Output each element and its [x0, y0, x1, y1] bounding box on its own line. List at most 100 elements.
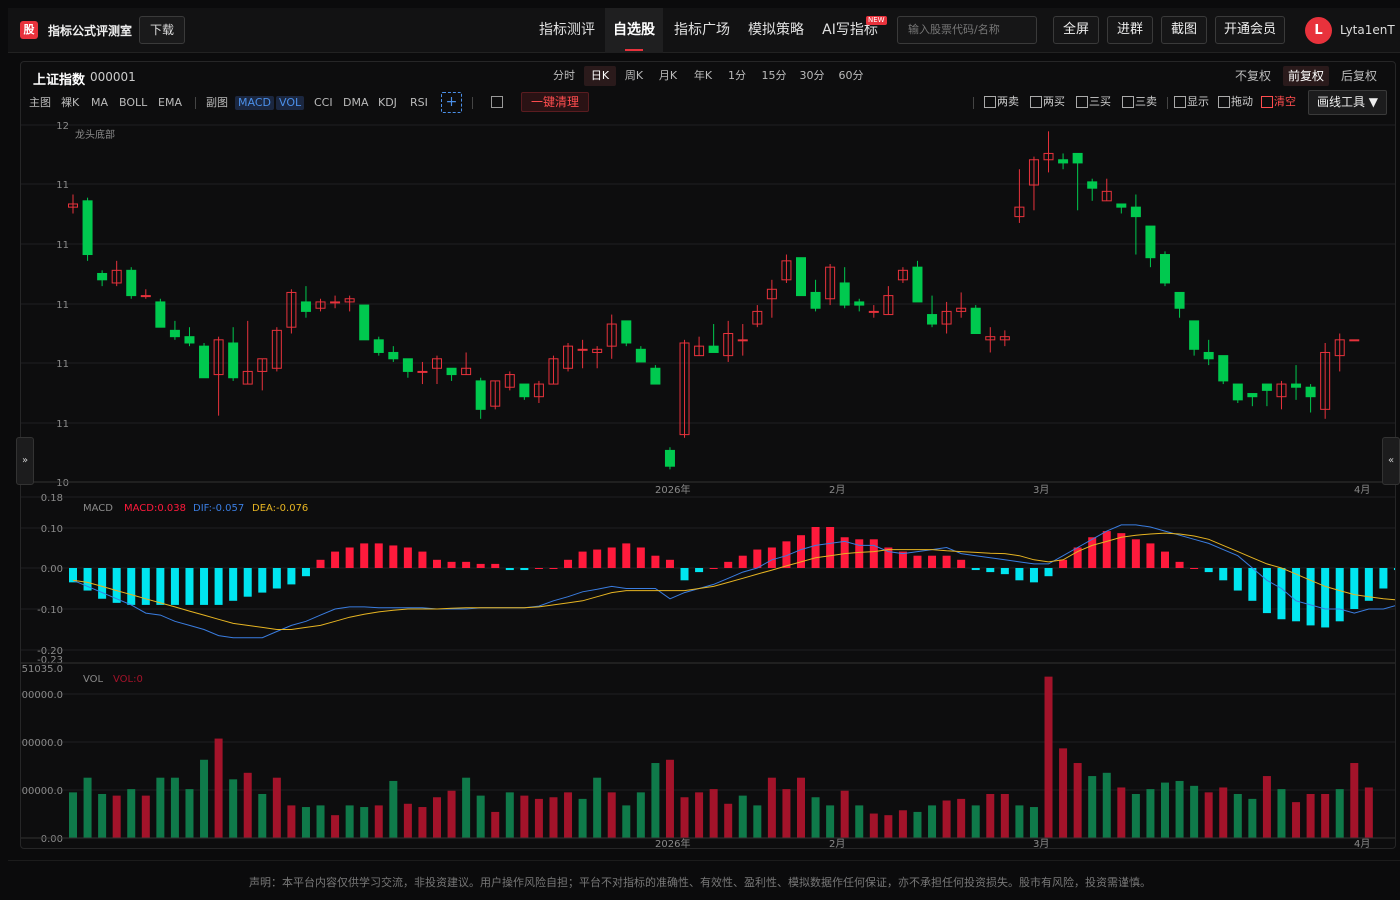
- macd-bar: [680, 568, 689, 581]
- divider: [195, 97, 196, 109]
- add-indicator-button[interactable]: +: [441, 92, 462, 113]
- toggle-three-buy[interactable]: 三买: [1076, 95, 1111, 109]
- period-weekly[interactable]: 周K: [624, 69, 644, 82]
- toggle-drag[interactable]: 拖动: [1218, 95, 1253, 109]
- toggle-two-buy[interactable]: 两买: [1030, 95, 1065, 109]
- candle-body: [1320, 351, 1331, 410]
- membership-button[interactable]: 开通会员: [1215, 16, 1285, 44]
- indicator-ema[interactable]: EMA: [158, 96, 182, 109]
- x-axis-label: 3月: [1033, 838, 1049, 849]
- volume-bar: [928, 805, 937, 838]
- indicator-macd[interactable]: MACD: [235, 96, 274, 110]
- macd-bar: [869, 539, 878, 568]
- candle-body: [650, 367, 661, 385]
- screenshot-button[interactable]: 截图: [1161, 16, 1207, 44]
- macd-bar: [636, 547, 645, 568]
- nav-item-indicator-review[interactable]: 指标测评: [539, 22, 595, 38]
- period-daily[interactable]: 日K: [584, 66, 616, 86]
- macd-bar: [1088, 537, 1097, 568]
- macd-bar: [243, 568, 252, 597]
- nav-item-indicator-square[interactable]: 指标广场: [674, 22, 730, 38]
- macd-bar: [229, 568, 238, 601]
- expand-right-tab[interactable]: «: [1382, 437, 1400, 485]
- volume-bar: [811, 797, 820, 838]
- candle-body: [970, 307, 981, 335]
- period-30min[interactable]: 30分: [799, 69, 825, 82]
- toggle-three-sell[interactable]: 三卖: [1122, 95, 1157, 109]
- candle-body: [461, 367, 472, 376]
- candle-body: [373, 339, 384, 353]
- candle-body: [1189, 320, 1200, 350]
- macd-bar: [986, 568, 995, 573]
- indicator-dma[interactable]: DMA: [343, 96, 369, 109]
- indicator-rsi[interactable]: RSI: [410, 96, 428, 109]
- period-60min[interactable]: 60分: [838, 69, 864, 82]
- macd-bar: [170, 568, 179, 605]
- username[interactable]: Lyta1enT: [1340, 23, 1395, 37]
- volume-bar: [593, 777, 602, 838]
- adjust-forward[interactable]: 前复权: [1283, 66, 1329, 86]
- volume-bar: [986, 793, 995, 838]
- macd-bar: [884, 547, 893, 568]
- avatar[interactable]: L: [1305, 17, 1332, 44]
- adjust-backward[interactable]: 后复权: [1340, 69, 1377, 83]
- period-monthly[interactable]: 月K: [658, 69, 678, 82]
- macd-bar: [316, 559, 325, 568]
- volume-bar: [1131, 793, 1140, 838]
- macd-bar: [462, 561, 471, 568]
- period-15min[interactable]: 15分: [761, 69, 787, 82]
- nav-item-watchlist[interactable]: 自选股: [605, 8, 663, 53]
- candle-body: [1145, 225, 1156, 259]
- y-tick-label: 11: [56, 240, 69, 251]
- join-group-button[interactable]: 进群: [1107, 16, 1153, 44]
- download-button[interactable]: 下载: [139, 16, 185, 44]
- kline-chart[interactable]: 12 11 11 11 11 11 10 龙头底部 2026年 2026年 2月 2月 3月 3月 4月 4月…: [21, 117, 1395, 849]
- candle-body: [999, 336, 1010, 341]
- indicator-vol[interactable]: VOL: [276, 96, 305, 110]
- toggle-two-sell[interactable]: 两卖: [984, 95, 1019, 109]
- stock-search-input[interactable]: 输入股票代码/名称: [897, 16, 1037, 44]
- candle-body: [432, 358, 442, 369]
- indicator-cci[interactable]: CCI: [314, 96, 333, 109]
- volume-bar: [913, 811, 922, 838]
- indicator-ma[interactable]: MA: [91, 96, 109, 109]
- main-chart-label: 主图: [29, 96, 51, 109]
- period-yearly[interactable]: 年K: [693, 69, 713, 82]
- macd-bar: [549, 568, 558, 569]
- candle-body: [883, 295, 894, 316]
- candle-body: [766, 288, 777, 300]
- nav-item-simulated-strategy[interactable]: 模拟策略: [748, 22, 804, 38]
- toggle-clear[interactable]: 清空: [1261, 95, 1296, 109]
- volume-bar: [287, 805, 296, 838]
- fullscreen-button[interactable]: 全屏: [1053, 16, 1099, 44]
- candle-body: [592, 348, 603, 353]
- volume-bar: [345, 805, 354, 838]
- volume-bar: [1146, 789, 1155, 838]
- macd-bar: [709, 568, 718, 569]
- volume-bar: [301, 807, 310, 838]
- y-tick-label: 551035.0: [21, 664, 63, 675]
- candle-body: [1247, 393, 1258, 398]
- x-axis-label: 4月: [1354, 838, 1370, 849]
- period-1min[interactable]: 1分: [728, 69, 746, 82]
- drawing-tools-dropdown[interactable]: 画线工具 ▼: [1308, 90, 1387, 115]
- volume-bar: [83, 777, 92, 838]
- expand-left-tab[interactable]: »: [16, 437, 34, 485]
- adjust-none[interactable]: 不复权: [1234, 69, 1271, 83]
- chart-panel: 上证指数 000001 分时 日K 周K 月K 年K 1分 15分 30分 60…: [20, 61, 1396, 849]
- candle-body: [708, 345, 719, 353]
- indicator-boll[interactable]: BOLL: [119, 96, 148, 109]
- clear-all-button[interactable]: 一键清理: [521, 92, 589, 112]
- indicator-naked-k[interactable]: 裸K: [61, 96, 80, 109]
- volume-bar: [1204, 792, 1213, 838]
- macd-bar: [1059, 559, 1068, 568]
- toggle-show[interactable]: 显示: [1174, 95, 1209, 109]
- candle-body: [446, 367, 457, 376]
- close-icon[interactable]: [491, 96, 503, 108]
- indicator-kdj[interactable]: KDJ: [378, 96, 397, 109]
- period-intraday[interactable]: 分时: [553, 69, 575, 82]
- x-axis-label: 4月: [1354, 484, 1370, 496]
- nav-item-ai-write-indicator[interactable]: AI写指标: [822, 22, 878, 38]
- macd-bar: [1219, 568, 1228, 581]
